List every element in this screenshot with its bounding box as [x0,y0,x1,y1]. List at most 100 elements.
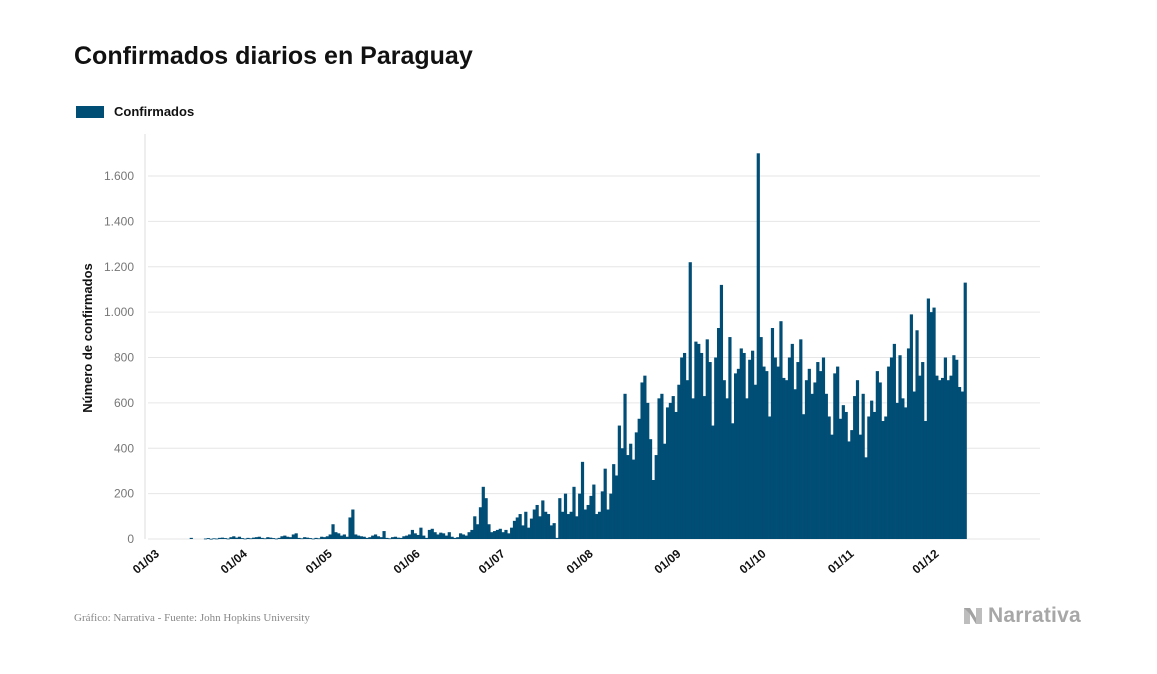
bar [189,537,193,539]
bar [597,511,602,539]
bar [501,532,505,539]
bar [518,514,522,539]
bar [668,402,672,540]
bar [317,538,321,540]
bar [388,538,392,540]
bar [569,511,573,539]
bar [654,455,658,539]
bar [416,534,420,539]
bar [875,371,879,539]
bar [782,377,786,539]
bar [595,514,599,539]
x-tick-label: 01/11 [825,546,857,576]
bar [921,362,925,539]
bar [512,520,517,539]
bar [776,366,780,539]
bar [410,529,415,539]
bar [884,416,888,539]
bar [620,448,624,539]
bar [810,393,814,539]
bar [892,343,896,539]
bar [753,384,758,539]
bar [847,441,851,539]
bar [252,537,256,539]
bar [671,396,675,539]
bar [646,402,650,540]
bar [674,411,678,539]
bar [209,538,213,540]
bar [390,537,395,539]
bar [206,538,210,539]
bar [731,423,735,539]
y-tick-label: 1.200 [104,260,134,274]
bar [779,321,783,539]
bar [637,418,641,539]
bar [821,357,826,539]
bar [643,375,647,539]
bar [459,533,463,539]
bar [631,459,636,539]
bar [405,535,409,539]
bar [855,380,860,539]
bar [521,525,525,539]
bar [277,537,281,539]
bar [819,371,823,539]
bar [450,536,454,539]
bar [912,391,916,539]
x-tick-label: 01/03 [130,546,162,576]
bar [901,398,905,539]
bar [844,411,848,539]
bar [929,312,933,540]
bar [311,538,315,540]
bar [240,538,244,539]
bar [915,330,919,539]
bar [495,529,500,539]
x-tick-label: 01/12 [910,546,942,576]
bar [938,380,942,539]
bar [906,348,911,539]
bar [838,418,843,539]
bar [708,362,712,539]
bar [799,339,803,539]
bar [232,536,236,539]
bar [320,536,324,539]
bar [322,537,327,539]
bar [651,480,655,539]
y-tick-label: 200 [114,487,134,501]
bar [790,343,794,539]
bar [889,357,894,539]
bar [484,498,488,539]
bar [422,535,426,539]
x-tick-label: 01/08 [564,546,596,576]
x-tick-label: 01/09 [652,546,684,576]
y-axis-label: Número de confirmados [80,263,95,413]
bar [376,536,380,539]
bar [872,411,877,539]
bar [717,328,721,539]
y-tick-label: 1.000 [104,305,134,319]
bar [955,359,959,539]
bar [935,375,939,539]
bar [719,284,724,539]
bar [770,328,775,539]
bar [640,382,644,539]
bar [827,416,831,539]
bar [603,468,607,539]
bar [263,538,267,540]
bar [739,348,743,539]
bar [881,421,885,539]
bar [212,538,216,540]
bar [524,511,528,539]
bar [714,357,718,539]
bar [442,533,446,539]
bar [904,407,908,539]
bar [898,355,902,539]
bar [870,400,874,539]
x-tick-label: 01/05 [303,546,335,576]
bar [932,307,936,539]
y-tick-label: 1.400 [104,214,134,228]
bar [748,359,752,539]
bar [532,509,536,539]
bar [359,536,363,539]
y-tick-label: 600 [114,396,134,410]
